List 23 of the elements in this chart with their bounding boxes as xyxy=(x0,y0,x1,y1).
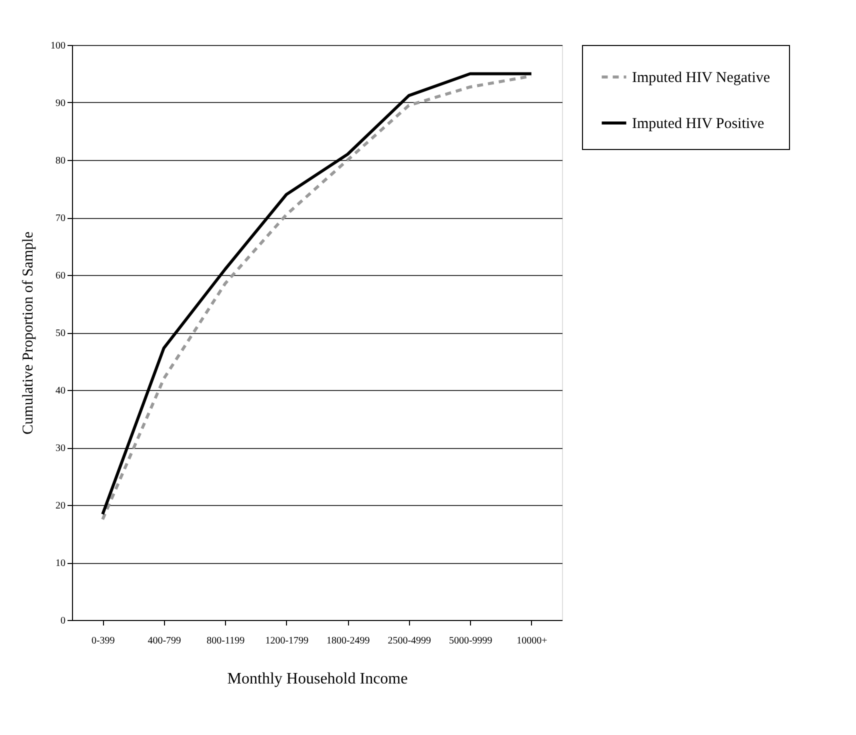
x-tick-label: 400-799 xyxy=(148,636,182,646)
y-tick-label: 50 xyxy=(56,328,66,339)
x-tick-label: 2500-4999 xyxy=(388,636,432,646)
y-tick-label: 60 xyxy=(56,270,66,282)
legend-label: Imputed HIV Negative xyxy=(632,70,770,86)
y-tick-label: 30 xyxy=(56,443,66,454)
x-tick-label: 0-399 xyxy=(91,636,115,646)
legend-label: Imputed HIV Positive xyxy=(632,116,765,132)
y-tick-label: 0 xyxy=(60,616,66,626)
y-tick-label: 10 xyxy=(56,558,66,569)
x-tick-label: 1800-2499 xyxy=(326,636,370,646)
y-tick-label: 80 xyxy=(56,156,66,166)
x-tick-label: 1200-1799 xyxy=(265,636,309,646)
y-tick-label: 100 xyxy=(50,40,66,52)
y-tick-label: 70 xyxy=(56,213,66,224)
y-tick-label: 90 xyxy=(56,98,66,109)
y-axis-title: Cumulative Proportion of Sample xyxy=(20,231,36,434)
y-tick-label: 40 xyxy=(56,386,66,396)
x-tick-label: 10000+ xyxy=(516,636,548,646)
x-tick-label: 5000-9999 xyxy=(448,636,492,646)
x-axis-title: Monthly Household Income xyxy=(227,670,408,688)
y-tick-label: 20 xyxy=(56,500,66,512)
x-tick-label: 800-1199 xyxy=(206,636,245,646)
